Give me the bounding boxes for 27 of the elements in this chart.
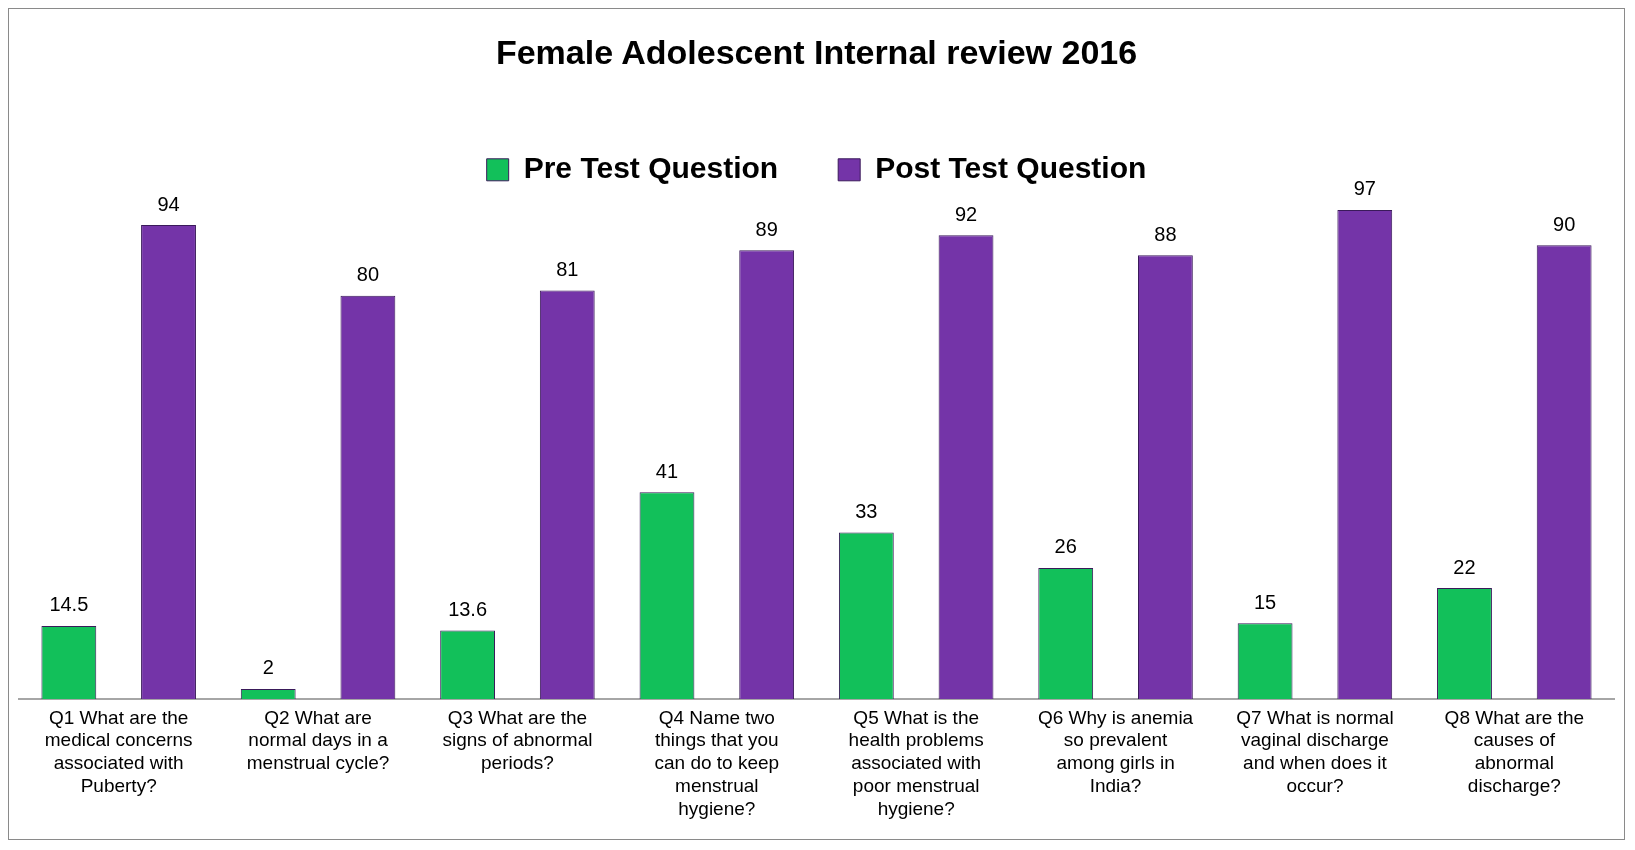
data-label: 26 <box>1054 535 1077 558</box>
data-label: 33 <box>855 500 878 523</box>
data-label: 81 <box>556 258 579 281</box>
data-label: 97 <box>1353 177 1376 200</box>
data-label: 41 <box>655 459 679 482</box>
x-tick-label: Q2 What are normal days in a menstrual cycle? <box>246 706 390 774</box>
data-label: 22 <box>1453 555 1476 578</box>
x-tick-label: Q4 Name two things that you can do to keep menstrual hygiene? <box>654 706 780 819</box>
data-label: 14.5 <box>49 593 89 616</box>
data-label: 92 <box>954 202 978 225</box>
x-tick-label: Q3 What are the signs of abnormal periods? <box>442 706 593 774</box>
data-label: 94 <box>157 192 180 215</box>
chart-title: Female Adolescent Internal review 2016 <box>495 32 1138 71</box>
data-label: 15 <box>1253 590 1277 613</box>
data-label: 13.6 <box>448 597 488 620</box>
x-tick-label: Q5 What is the health problems associated with poor menstrual hygiene? <box>848 706 984 819</box>
x-tick-label: Q6 Why is anemia so prevalent among girls in India? <box>1037 706 1194 797</box>
x-tick-label: Q8 What are the causes of abnormal discharge? <box>1444 706 1585 797</box>
legend-label: Pre Test Question <box>523 151 779 185</box>
data-label: 88 <box>1154 222 1177 245</box>
x-tick-label: Q7 What is normal vaginal discharge and when does it occur? <box>1236 706 1394 797</box>
data-label: 2 <box>262 656 274 679</box>
data-label: 90 <box>1553 212 1576 235</box>
x-tick-label: Q1 What are the medical concerns associated with Puberty? <box>44 706 193 797</box>
data-label: 89 <box>755 217 778 240</box>
legend-label: Post Test Question <box>875 151 1147 185</box>
data-label: 80 <box>356 263 380 286</box>
